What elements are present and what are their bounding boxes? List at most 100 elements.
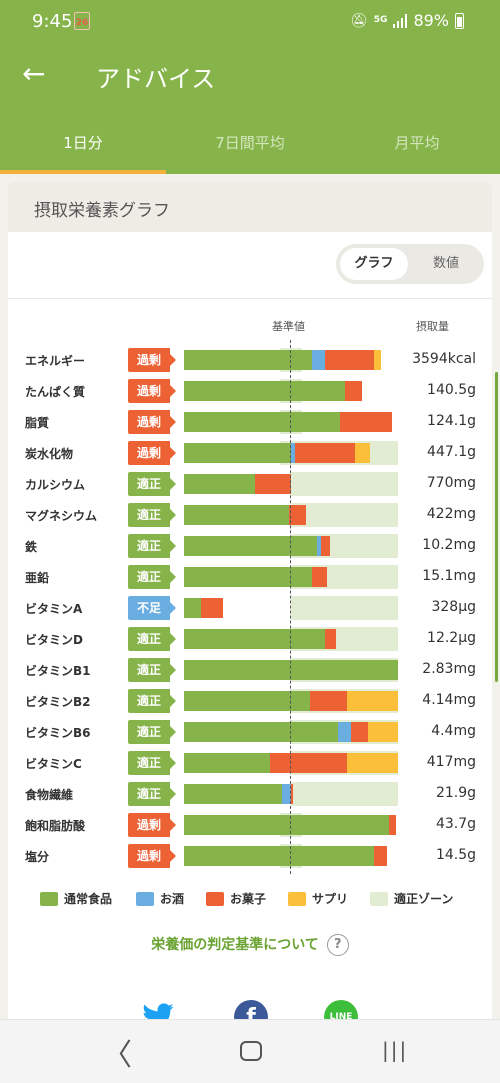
scrollbar[interactable] [495, 372, 498, 682]
criteria-link[interactable]: 栄養価の判定基準について? [8, 934, 492, 956]
tab-7day-average[interactable]: 7日間平均 [215, 134, 285, 152]
bar-segment-normal [184, 691, 311, 711]
intake-bar [184, 782, 398, 806]
nutrient-row: 飽和脂肪酸 過剰 43.7g [8, 810, 492, 841]
bar-segment-normal [184, 629, 326, 649]
legend-swatch-alcohol [136, 891, 154, 906]
bar-segment-snack [325, 350, 375, 370]
legend-swatch-zone [370, 891, 388, 906]
appropriate-zone [291, 596, 398, 620]
nav-recents-icon[interactable]: ||| [382, 1038, 409, 1062]
bar-segment-snack [201, 598, 223, 618]
nutrient-name: マグネシウム [25, 509, 98, 523]
bar-segment-normal [184, 536, 317, 556]
legend-label-zone: 適正ゾーン [394, 892, 454, 906]
bar-segment-alcohol [338, 722, 351, 742]
battery-icon [455, 12, 464, 29]
bar-segment-supplement [346, 753, 398, 773]
appropriate-zone [291, 782, 398, 806]
network-icon: 5G [373, 15, 388, 25]
status-badge: 適正 [128, 782, 176, 806]
legend-label-normal: 通常食品 [64, 892, 113, 906]
bar-segment-normal [184, 722, 339, 742]
help-icon[interactable]: ? [326, 934, 349, 956]
intake-value: 4.14mg [422, 692, 476, 708]
calendar-icon: 26 [74, 12, 90, 30]
tab-monthly-average[interactable]: 月平均 [394, 134, 440, 152]
nutrient-name: 炭水化物 [25, 447, 74, 461]
status-time: 9:45 [32, 11, 73, 32]
bar-segment-alcohol [316, 536, 321, 556]
nutrient-name: ビタミンC [25, 757, 82, 771]
nav-home-icon[interactable] [240, 1041, 262, 1061]
bar-segment-snack [340, 412, 392, 432]
nutrient-name: 食物繊維 [25, 788, 74, 802]
nutrient-row: ビタミンB6 適正 4.4mg [8, 717, 492, 748]
back-arrow-icon[interactable]: ← [22, 57, 46, 90]
intake-bar [184, 813, 398, 837]
nutrient-row: ビタミンB1 適正 2.83mg [8, 655, 492, 686]
nutrient-name: 飽和脂肪酸 [25, 819, 86, 833]
bar-segment-snack [254, 474, 291, 494]
nav-back-icon[interactable]: 〈 [102, 1038, 132, 1073]
intake-value: 328μg [431, 599, 476, 615]
legend-swatch-normal [40, 891, 58, 906]
header-base-value: 基準値 [272, 320, 305, 333]
toggle-numeric[interactable]: 数値 [432, 256, 459, 271]
bar-segment-snack [291, 784, 294, 804]
status-badge: 適正 [128, 689, 176, 713]
bar-segment-normal [184, 660, 398, 680]
nutrient-name: 脂質 [25, 416, 50, 430]
status-badge: 適正 [128, 472, 176, 496]
intake-bar [184, 658, 398, 682]
intake-bar [184, 751, 398, 775]
nutrient-row: 鉄 適正 10.2mg [8, 531, 492, 562]
bar-segment-normal [184, 567, 313, 587]
bar-segment-snack [374, 846, 388, 866]
nutrient-row: カルシウム 適正 770mg [8, 469, 492, 500]
nutrient-row: たんぱく質 過剰 140.5g [8, 376, 492, 407]
nutrient-row: マグネシウム 適正 422mg [8, 500, 492, 531]
period-tabs: 1日分 7日間平均 月平均 [0, 108, 500, 174]
legend-normal: 通常食品 [40, 890, 112, 907]
status-badge: 過剰 [128, 379, 176, 403]
nutrient-name: 亜鉛 [25, 571, 50, 585]
nutrient-name: ビタミンD [25, 633, 83, 647]
status-badge: 適正 [128, 627, 176, 651]
intake-value: 12.2μg [427, 630, 476, 646]
intake-bar [184, 627, 398, 651]
intake-value: 4.4mg [431, 723, 476, 739]
status-badge: 適正 [128, 751, 176, 775]
app-bar: ← アドバイス [0, 44, 500, 108]
intake-value: 15.1mg [422, 568, 476, 584]
criteria-link-text[interactable]: 栄養価の判定基準について [151, 937, 319, 953]
nutrient-row: ビタミンB2 適正 4.14mg [8, 686, 492, 717]
intake-value: 124.1g [427, 413, 476, 429]
intake-value: 21.9g [435, 785, 476, 801]
bar-segment-supplement [346, 691, 398, 711]
intake-value: 10.2mg [422, 537, 476, 553]
status-badge: 適正 [128, 534, 176, 558]
bar-segment-normal [184, 846, 375, 866]
nutrient-name: ビタミンB2 [25, 695, 91, 709]
bar-segment-snack [288, 505, 306, 525]
status-badge: 適正 [128, 658, 176, 682]
status-badge: 適正 [128, 720, 176, 744]
intake-bar [184, 410, 398, 434]
intake-bar [184, 348, 398, 372]
nutrient-row: 食物繊維 適正 21.9g [8, 779, 492, 810]
nutrient-name: カルシウム [25, 478, 86, 492]
nutrient-name: ビタミンB1 [25, 664, 91, 678]
intake-bar [184, 379, 398, 403]
bar-segment-snack [269, 753, 347, 773]
bar-segment-supplement [368, 722, 398, 742]
legend-label-alcohol: お酒 [160, 892, 185, 906]
appropriate-zone [291, 472, 398, 496]
legend-label-snack: お菓子 [230, 892, 267, 906]
tab-daily[interactable]: 1日分 [63, 134, 103, 152]
nutrient-row: 亜鉛 適正 15.1mg [8, 562, 492, 593]
toggle-graph[interactable]: グラフ [340, 248, 408, 280]
bar-segment-normal [184, 815, 390, 835]
nutrient-name: たんぱく質 [25, 385, 86, 399]
nutrient-name: ビタミンB6 [25, 726, 91, 740]
